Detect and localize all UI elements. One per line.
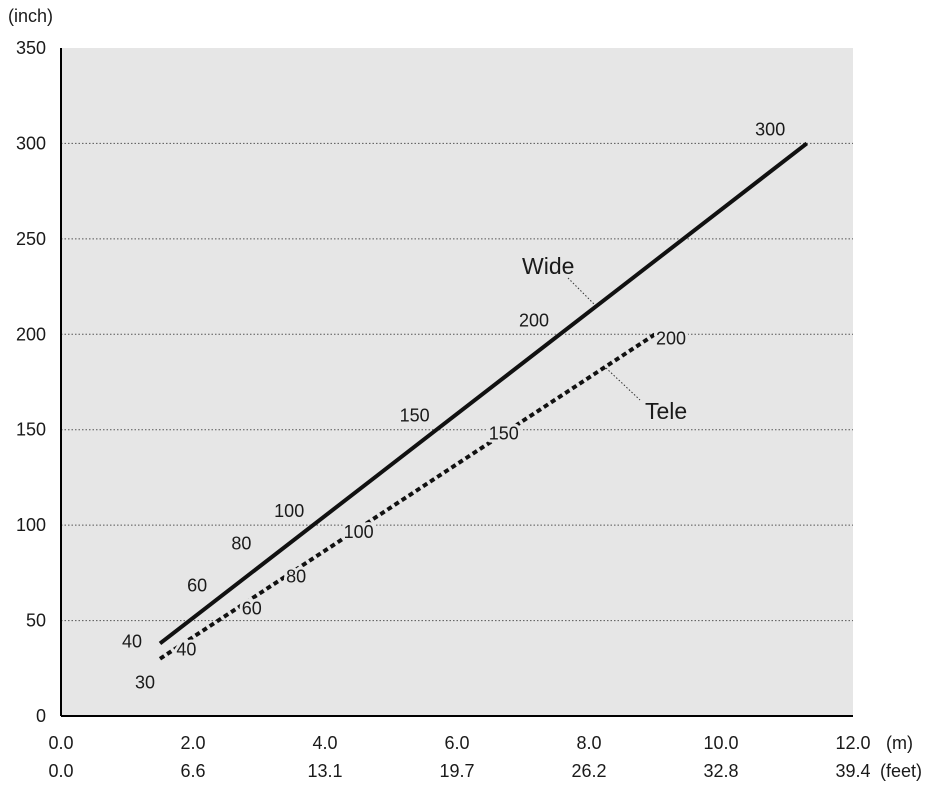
point-label-halo: 40 xyxy=(176,640,196,660)
point-label-halo: 100 xyxy=(344,522,374,542)
point-label-halo: 150 xyxy=(400,406,430,426)
point-label-halo: 80 xyxy=(231,533,251,553)
x-unit-m-label: (m) xyxy=(886,733,913,753)
x-tick-label-m: 10.0 xyxy=(703,733,738,753)
point-label-halo: 60 xyxy=(242,598,262,618)
series-group: 4040606080801001001501502002003003003030… xyxy=(119,116,809,696)
series-label-wide: Wide xyxy=(522,253,574,279)
point-label-wide: 80 xyxy=(231,533,251,553)
series-line-tele xyxy=(158,332,657,661)
point-label-halo: 60 xyxy=(187,575,207,595)
x-tick-label-m: 2.0 xyxy=(180,733,205,753)
point-label-halo: 200 xyxy=(656,328,686,348)
point-label-halo: 200 xyxy=(519,310,549,330)
point-label-tele: 60 xyxy=(242,598,262,618)
point-label-halo: 100 xyxy=(274,501,304,521)
x-tick-label-m: 12.0 xyxy=(835,733,870,753)
tele-leader-line xyxy=(605,367,641,401)
x-tick-label-feet: 26.2 xyxy=(571,761,606,781)
y-tick-label: 100 xyxy=(16,515,46,535)
y-tick-label: 150 xyxy=(16,420,46,440)
point-label-tele: 30 xyxy=(135,673,155,693)
wide-leader-line xyxy=(567,277,595,305)
x-tick-labels: 0.0 0.0 2.0 6.6 4.0 13.1 6.0 19.7 8.0 26.2 10.0 32.… xyxy=(48,733,870,781)
y-tick-label: 350 xyxy=(16,38,46,58)
x-tick-label-feet: 13.1 xyxy=(307,761,342,781)
point-label-wide: 200 xyxy=(519,310,549,330)
point-label-halo: 30 xyxy=(135,673,155,693)
point-label-wide: 300 xyxy=(755,119,785,139)
point-label-tele: 150 xyxy=(489,424,519,444)
x-tick-label-m: 0.0 xyxy=(48,733,73,753)
plot-background xyxy=(61,48,853,716)
x-tick-label-m: 4.0 xyxy=(312,733,337,753)
x-tick-label-feet: 39.4 xyxy=(835,761,870,781)
series-line-wide xyxy=(158,141,809,646)
y-tick-label: 300 xyxy=(16,133,46,153)
point-label-halo: 300 xyxy=(755,119,785,139)
point-label-halo: 40 xyxy=(122,632,142,652)
point-label-tele: 80 xyxy=(286,566,306,586)
series-label-tele: Tele xyxy=(645,398,687,424)
y-tick-labels: 0 50 100 150 200 250 300 350 xyxy=(16,38,46,726)
y-tick-label: 50 xyxy=(26,611,46,631)
x-tick-label-feet: 6.6 xyxy=(180,761,205,781)
y-unit-label: (inch) xyxy=(8,6,53,26)
y-tick-label: 0 xyxy=(36,706,46,726)
x-tick-label-m: 6.0 xyxy=(444,733,469,753)
point-label-halo: 80 xyxy=(286,566,306,586)
y-tick-label: 250 xyxy=(16,229,46,249)
point-label-tele: 100 xyxy=(344,522,374,542)
point-label-wide: 100 xyxy=(274,501,304,521)
point-label-wide: 60 xyxy=(187,575,207,595)
x-tick-label-feet: 0.0 xyxy=(48,761,73,781)
x-tick-label-m: 8.0 xyxy=(576,733,601,753)
point-label-tele: 40 xyxy=(176,640,196,660)
point-label-tele: 200 xyxy=(656,328,686,348)
x-unit-feet-label: (feet) xyxy=(880,761,922,781)
x-tick-label-feet: 19.7 xyxy=(439,761,474,781)
point-label-halo: 150 xyxy=(489,424,519,444)
y-tick-label: 200 xyxy=(16,324,46,344)
gridlines xyxy=(61,142,853,622)
point-label-wide: 150 xyxy=(400,406,430,426)
x-tick-label-feet: 32.8 xyxy=(703,761,738,781)
point-label-wide: 40 xyxy=(122,632,142,652)
